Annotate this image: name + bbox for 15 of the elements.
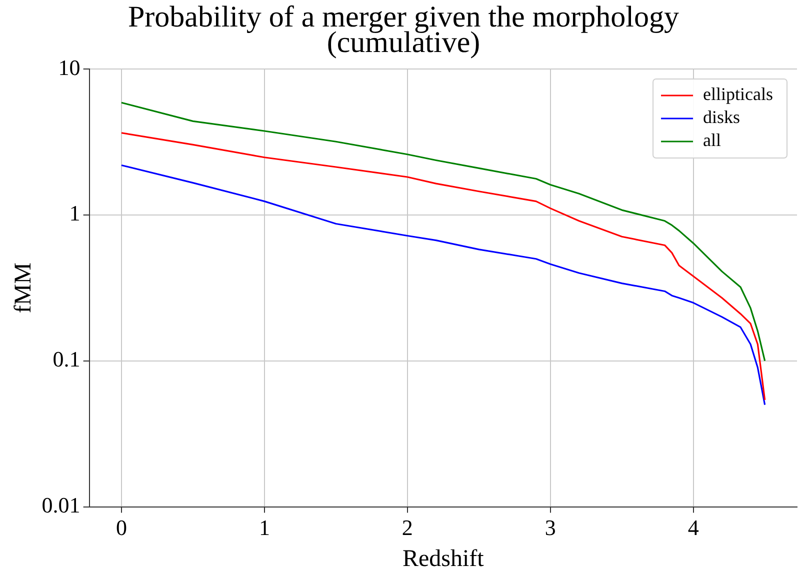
chart-title: Probability of a merger given the morphology (cumulative) [128, 0, 680, 60]
x-tick-label: 3 [544, 514, 556, 540]
x-tick-label: 4 [688, 514, 699, 540]
x-axis-title: Redshift [402, 546, 484, 572]
legend-label: ellipticals [703, 84, 774, 104]
x-tick-label: 0 [116, 514, 127, 540]
legend-label: all [703, 130, 722, 150]
x-tick-label: 2 [402, 514, 413, 540]
y-axis-title: fMM [10, 262, 37, 314]
y-tick-label: 10 [58, 54, 80, 80]
y-tick-label: 0.01 [42, 492, 80, 518]
y-tick-label: 1 [69, 200, 80, 226]
legend-label: disks [703, 107, 740, 128]
y-tick-label: 0.1 [52, 346, 80, 372]
x-tick-label: 1 [258, 514, 270, 540]
